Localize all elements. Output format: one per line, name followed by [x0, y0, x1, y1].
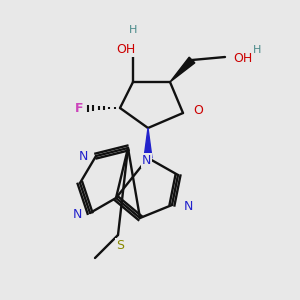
Text: H: H: [253, 45, 261, 55]
Text: N: N: [73, 208, 82, 221]
Text: H: H: [129, 25, 137, 35]
Text: OH: OH: [233, 52, 252, 65]
Text: F: F: [74, 103, 83, 116]
Text: N: N: [142, 154, 151, 166]
Text: OH: OH: [116, 43, 136, 56]
Polygon shape: [170, 57, 195, 82]
Text: S: S: [116, 239, 124, 252]
Text: N: N: [79, 151, 88, 164]
Text: N: N: [184, 200, 194, 212]
Polygon shape: [144, 128, 152, 158]
Text: O: O: [193, 104, 203, 118]
